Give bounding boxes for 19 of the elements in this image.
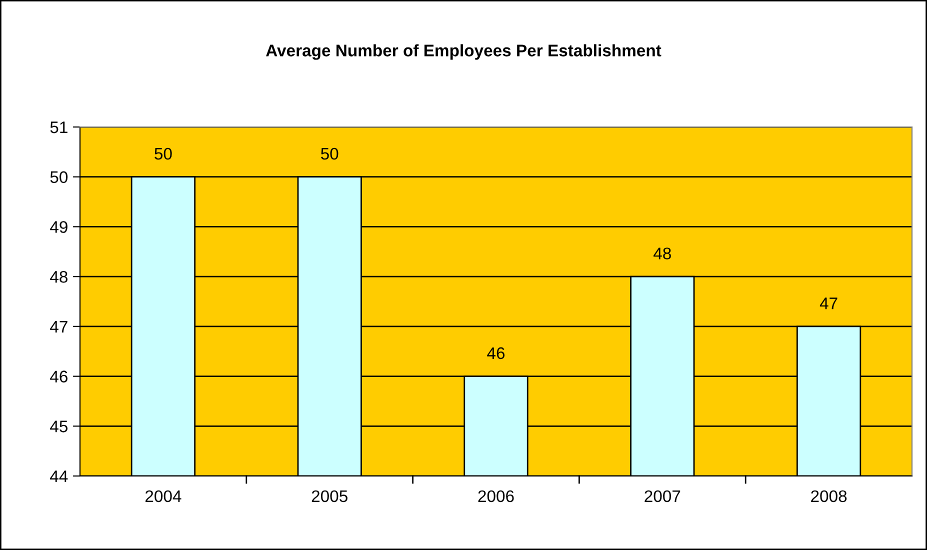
data-label: 50	[154, 148, 172, 160]
data-label: 46	[487, 347, 505, 360]
y-tick-label: 51	[50, 122, 68, 134]
x-tick-label: 2006	[478, 490, 514, 502]
y-tick-label: 44	[50, 470, 68, 482]
y-tick-label: 46	[50, 370, 68, 382]
x-tick-label: 2005	[312, 490, 348, 502]
data-label: 47	[820, 298, 838, 310]
y-tick-label: 47	[50, 321, 68, 332]
data-label: 50	[321, 148, 338, 160]
y-tick-label: 45	[50, 420, 68, 432]
y-tick-label: 49	[50, 221, 68, 233]
x-tick-label: 2008	[811, 490, 847, 502]
data-label: 48	[654, 248, 671, 260]
x-tick-label: 2004	[146, 490, 182, 502]
y-tick-label: 50	[50, 171, 68, 184]
x-tick-label: 2007	[644, 490, 680, 502]
y-tick-label: 48	[50, 270, 68, 283]
chart-title: Average Number of Employees Per Establishment	[266, 44, 662, 60]
